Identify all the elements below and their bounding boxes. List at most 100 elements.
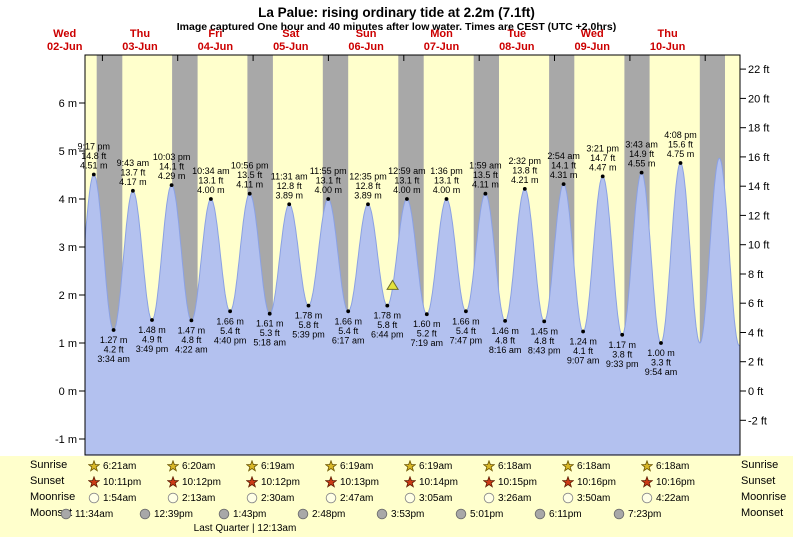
day-label-date: 07-Jun bbox=[424, 41, 460, 53]
tide-annotation: 1:36 pm bbox=[430, 166, 463, 176]
moonrise-time: 2:13am bbox=[182, 492, 216, 504]
tide-annotation: 10:34 am bbox=[192, 166, 230, 176]
sunrise-cell: 6:19am bbox=[246, 458, 294, 474]
sunrise-time: 6:19am bbox=[261, 460, 295, 472]
tide-annotation: 5.2 ft bbox=[417, 329, 438, 339]
tide-extreme-dot bbox=[306, 303, 311, 308]
tide-extreme-dot bbox=[581, 329, 585, 334]
sunset-star-icon bbox=[641, 476, 653, 488]
moonrise-time: 4:22am bbox=[656, 492, 690, 504]
sunset-time: 10:12pm bbox=[182, 476, 221, 488]
sunset-time: 10:13pm bbox=[340, 476, 379, 488]
sunrise-cell: 6:18am bbox=[483, 458, 531, 474]
tide-annotation: 8:43 pm bbox=[528, 345, 561, 355]
day-label-date: 02-Jun bbox=[47, 41, 83, 53]
moonset-cell: 5:01pm bbox=[455, 506, 503, 522]
tide-annotation: 13.5 ft bbox=[473, 170, 499, 180]
moonset-cell: 6:11pm bbox=[534, 506, 582, 522]
sunrise-star-icon bbox=[325, 460, 337, 472]
tide-extreme-dot bbox=[189, 318, 194, 323]
tide-annotation: 9:07 am bbox=[567, 356, 600, 366]
tide-annotation: 4:22 am bbox=[175, 344, 208, 354]
moonrise-cell: 2:47am bbox=[325, 490, 373, 506]
y-axis-left-label: 6 m bbox=[59, 98, 77, 110]
tide-extreme-dot bbox=[483, 191, 488, 196]
tide-annotation: 13.1 ft bbox=[316, 176, 342, 186]
moonrise-moon-icon bbox=[483, 492, 495, 504]
moonset-time: 11:34am bbox=[75, 508, 114, 520]
tide-annotation: 13.5 ft bbox=[237, 170, 263, 180]
day-label-date: 09-Jun bbox=[574, 41, 610, 53]
tide-extreme-dot bbox=[385, 303, 390, 308]
moonset-time: 6:11pm bbox=[549, 508, 582, 520]
sunrise-cell: 6:21am bbox=[88, 458, 136, 474]
tide-annotation: 5.8 ft bbox=[377, 320, 398, 330]
moonset-time: 12:39pm bbox=[154, 508, 193, 520]
moonset-cell: 12:39pm bbox=[139, 506, 193, 522]
tide-annotation: 5:39 pm bbox=[292, 330, 325, 340]
day-label-dow: Thu bbox=[130, 28, 150, 40]
tide-extreme-dot bbox=[326, 197, 331, 201]
sunrise-star-icon bbox=[641, 460, 653, 472]
sunrise-cell: 6:19am bbox=[404, 458, 452, 474]
tide-extreme-dot bbox=[464, 309, 468, 314]
tide-annotation: 4:08 pm bbox=[664, 130, 697, 140]
moonrise-cell: 3:50am bbox=[562, 490, 610, 506]
moonrise-moon-icon bbox=[167, 492, 179, 504]
sunrise-time: 6:18am bbox=[577, 460, 611, 472]
y-axis-left-label: 4 m bbox=[59, 194, 77, 206]
tide-annotation: 14.8 ft bbox=[81, 151, 107, 161]
tide-annotation: 13.8 ft bbox=[512, 165, 538, 175]
y-axis-right-label: 2 ft bbox=[748, 357, 763, 369]
day-labels: Wed02-JunThu03-JunFri04-JunSat05-JunSun0… bbox=[47, 28, 686, 53]
moonrise-moon-icon bbox=[641, 492, 653, 504]
tide-annotation: 1.27 m bbox=[100, 335, 128, 345]
sunrise-star-icon bbox=[88, 460, 100, 472]
tide-annotation: 3.89 m bbox=[275, 190, 303, 200]
tide-annotation: 4.8 ft bbox=[534, 336, 555, 346]
tide-extreme-dot bbox=[405, 197, 409, 201]
moonset-time: 2:48pm bbox=[312, 508, 346, 520]
tide-extreme-dot bbox=[169, 183, 174, 188]
sunset-label-right: Sunset bbox=[741, 475, 776, 487]
sunset-cell: 10:16pm bbox=[562, 474, 616, 490]
almanac-row-moonset: Moonset Moonset 11:34am 12:39pm 1:43pm 2:48pm… bbox=[0, 506, 793, 522]
tide-annotation: 3:34 am bbox=[97, 354, 130, 364]
tide-annotation: 3:21 pm bbox=[586, 143, 619, 153]
sunset-cell: 10:16pm bbox=[641, 474, 695, 490]
tide-annotation: 1.46 m bbox=[491, 326, 519, 336]
tide-annotation: 4.75 m bbox=[667, 149, 695, 159]
tide-annotation: 4.9 ft bbox=[142, 335, 163, 345]
tide-annotation: 11:31 am bbox=[271, 171, 308, 181]
y-axis-right-label: 14 ft bbox=[748, 181, 769, 193]
tide-annotation: 1.00 m bbox=[647, 348, 675, 358]
sunset-time: 10:16pm bbox=[656, 476, 695, 488]
sunrise-time: 6:19am bbox=[419, 460, 453, 472]
tide-annotation: 4.00 m bbox=[314, 185, 342, 195]
tide-annotation: 4.31 m bbox=[550, 170, 578, 180]
tide-annotation: 7:47 pm bbox=[450, 335, 483, 345]
sunrise-star-icon bbox=[483, 460, 495, 472]
tide-annotation: 3:49 pm bbox=[136, 344, 169, 354]
moonrise-cell: 4:22am bbox=[641, 490, 689, 506]
y-axis-right-label: 10 ft bbox=[748, 240, 769, 252]
sunset-time: 10:15pm bbox=[498, 476, 537, 488]
tide-extreme-dot bbox=[522, 187, 527, 191]
tide-curve-line bbox=[84, 157, 740, 346]
y-axis-left-label: 5 m bbox=[59, 146, 77, 158]
sunset-star-icon bbox=[246, 476, 258, 488]
y-axis-left: 6 m 5 m 4 m 3 m 2 m 1 m 0 m -1 m bbox=[55, 98, 85, 446]
tide-extreme-dot bbox=[542, 319, 547, 324]
moonset-time: 5:01pm bbox=[470, 508, 504, 520]
day-label-date: 03-Jun bbox=[122, 41, 158, 53]
y-axis-right: 22 ft 20 ft 18 ft 16 ft 14 ft 12 ft 10 ft 8 ft 6… bbox=[740, 64, 769, 427]
tide-extreme-dot bbox=[209, 197, 213, 201]
day-label-dow: Wed bbox=[53, 28, 76, 40]
moonrise-label-left: Moonrise bbox=[30, 491, 76, 503]
tide-extreme-dot bbox=[620, 332, 625, 337]
tide-annotation: 4.47 m bbox=[589, 162, 617, 172]
moonset-cell: 11:34am bbox=[60, 506, 113, 522]
sunrise-time: 6:19am bbox=[340, 460, 374, 472]
sunset-star-icon bbox=[404, 476, 416, 488]
